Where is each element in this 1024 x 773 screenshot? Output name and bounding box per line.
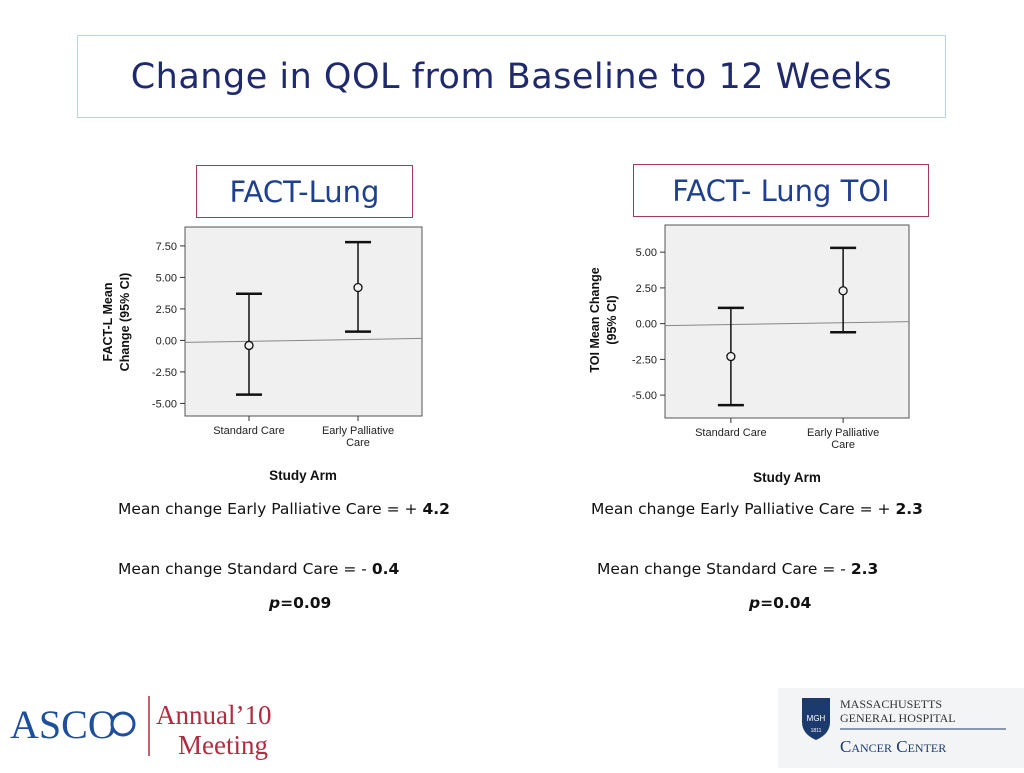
y-tick-label: 5.00 [636, 247, 657, 259]
mgh-cancer-center: Cancer Center [840, 737, 946, 756]
mgh-cancer-center-logo: MGH 1811 MASSACHUSETTS GENERAL HOSPITAL … [778, 688, 1024, 768]
chart-label-fact-lung-toi: FACT- Lung TOI [633, 164, 929, 217]
x-axis-label: Study Arm [753, 470, 821, 485]
stat-early-value: 4.2 [422, 500, 450, 518]
p-symbol: p [269, 594, 281, 612]
error-bars [717, 246, 857, 407]
annual-text: Annual’10 [156, 700, 271, 730]
p-number: =0.09 [280, 594, 332, 612]
stat-std-value: 2.3 [850, 560, 879, 578]
fact-lung-toi-chart: 5.00 2.50 0.00 -2.50 -5.00 Standard Care Earl… [588, 224, 910, 485]
mgh-shield-icon [802, 698, 830, 740]
y-axis-ticks: 7.50 5.00 2.50 0.00 -2.50 -5.00 [152, 241, 185, 410]
slide-title: Change in QOL from Baseline to 12 Weeks [130, 56, 893, 97]
y-tick-label: 5.00 [156, 272, 177, 284]
y-tick-label: -5.00 [632, 390, 657, 402]
stat-std-right: Mean change Standard Care = - 2.3 [597, 559, 977, 580]
y-tick-label: 0.00 [156, 335, 177, 347]
y-axis-label-line1: TOI Mean Change [588, 267, 602, 372]
reference-line [184, 337, 423, 343]
mgh-seal-year: 1811 [811, 728, 822, 734]
chart-label-fact-lung: FACT-Lung [196, 165, 413, 218]
y-axis-ticks: 5.00 2.50 0.00 -2.50 -5.00 [632, 247, 665, 402]
p-value-left: p=0.09 [269, 594, 331, 612]
stat-early-text: Mean change Early Palliative Care = + [118, 500, 418, 518]
mgh-name-line2: GENERAL HOSPITAL [840, 711, 956, 725]
y-axis-label-line2: (95% CI) [605, 295, 619, 344]
x-tick-label: Care [346, 437, 370, 449]
error-bars [235, 240, 372, 396]
x-tick-label: Early Palliative [807, 427, 879, 439]
y-axis-label-line2: Change (95% CI) [118, 273, 132, 372]
stat-early-value: 2.3 [895, 500, 923, 518]
meeting-text: Meeting [178, 730, 268, 760]
plot-area [664, 224, 910, 419]
x-tick-label: Standard Care [213, 425, 285, 437]
mean-point [726, 351, 736, 362]
p-number: =0.04 [760, 594, 812, 612]
asco-globe-icon [110, 711, 136, 737]
stat-early-right: Mean change Early Palliative Care = + 2.… [591, 499, 971, 520]
p-symbol: p [749, 594, 761, 612]
y-tick-label: 2.50 [156, 304, 177, 316]
mean-point [244, 340, 254, 351]
asco-annual-meeting-logo: ASCO Annual’10 Meeting [10, 696, 271, 760]
mean-point [353, 282, 363, 293]
fact-lung-chart: 7.50 5.00 2.50 0.00 -2.50 -5.00 Standard Care… [101, 226, 423, 483]
y-tick-label: 7.50 [156, 241, 177, 253]
reference-line [664, 321, 910, 327]
x-tick-label: Care [831, 439, 855, 451]
mgh-name-line1: MASSACHUSETTS [840, 697, 942, 711]
y-tick-label: 2.50 [636, 283, 657, 295]
asco-wordmark: ASCO [10, 702, 117, 747]
stat-early-left: Mean change Early Palliative Care = + 4.… [118, 499, 498, 520]
y-tick-label: -5.00 [152, 398, 177, 410]
stat-early-text: Mean change Early Palliative Care = + [591, 500, 891, 518]
plot-area [184, 226, 423, 417]
stat-std-text: Mean change Standard Care = - [597, 560, 846, 578]
mean-point [838, 286, 848, 296]
stat-std-text: Mean change Standard Care = - [118, 560, 367, 578]
stat-std-left: Mean change Standard Care = - 0.4 [118, 559, 498, 580]
y-tick-label: 0.00 [636, 319, 657, 331]
x-tick-label: Early Palliative [322, 425, 394, 437]
stat-std-value: 0.4 [371, 560, 400, 578]
y-tick-label: -2.50 [152, 367, 177, 379]
title-box: Change in QOL from Baseline to 12 Weeks [77, 35, 946, 118]
y-axis-label-line1: FACT-L Mean [101, 283, 115, 362]
p-value-right: p=0.04 [749, 594, 811, 612]
mgh-seal-text: MGH [807, 714, 826, 723]
x-axis-label: Study Arm [269, 468, 337, 483]
x-tick-label: Standard Care [695, 427, 767, 439]
y-tick-label: -2.50 [632, 354, 657, 366]
